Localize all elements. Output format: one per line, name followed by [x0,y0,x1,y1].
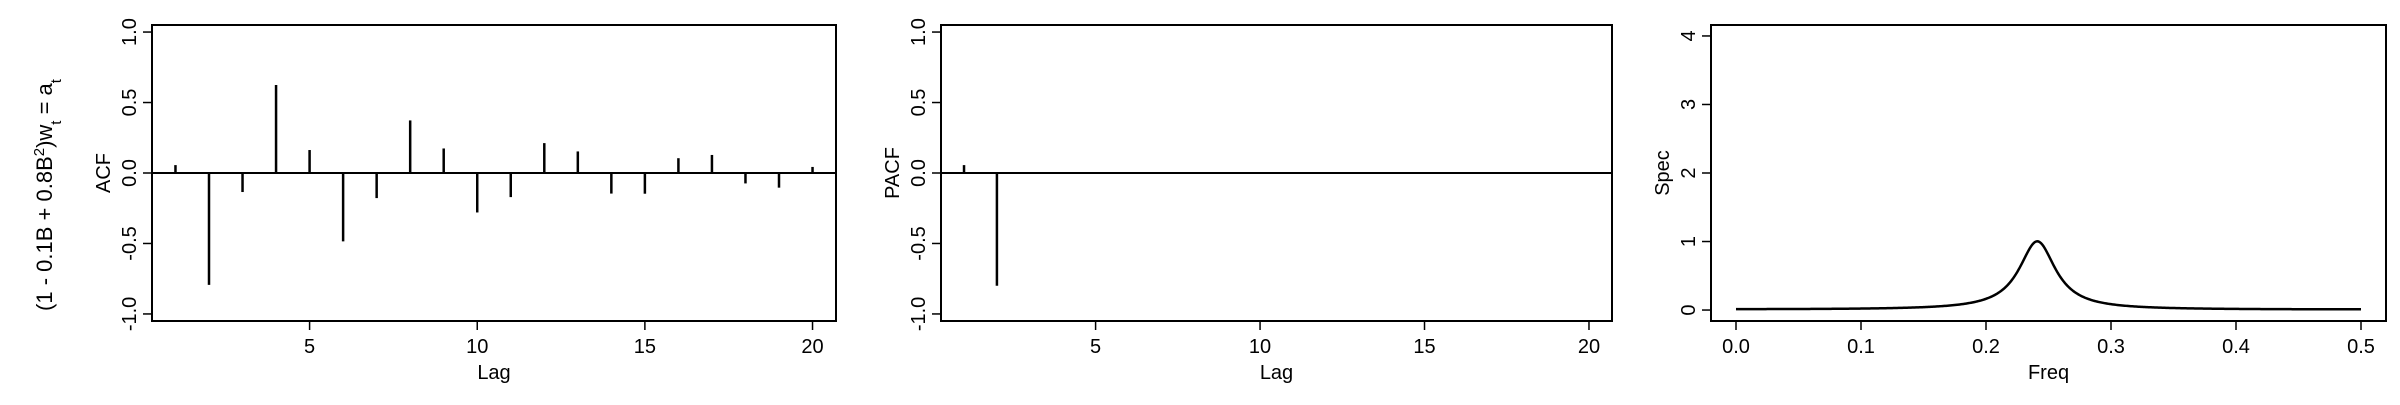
x-axis-label: Lag [1260,362,1293,384]
y-tick-label: 0.0 [119,159,141,187]
y-tick-label: 0.5 [119,89,141,117]
y-tick-label: -0.5 [119,226,141,260]
x-tick-label: 0.2 [1972,336,2000,358]
y-tick-label: 3 [1678,99,1700,110]
x-tick-label: 0.5 [2347,336,2375,358]
x-tick-label: 0.1 [1847,336,1875,358]
x-tick-label: 20 [1578,336,1600,358]
y-tick-label: 1.0 [908,18,930,46]
y-tick-label: -0.5 [908,226,930,260]
x-tick-label: 20 [801,336,823,358]
x-tick-label: 0.0 [1722,336,1750,358]
y-tick-label: 0.0 [908,159,930,187]
y-tick-label: 4 [1678,30,1700,41]
equation-subscript-2: t [48,78,65,83]
y-axis-label: PACF [882,147,904,199]
plot-frame [1710,24,2387,322]
equation-equals: = a [32,82,57,120]
y-tick-label: -1.0 [119,297,141,331]
x-tick-label: 15 [634,336,656,358]
x-tick-label: 10 [1249,336,1271,358]
y-axis-label: ACF [93,153,115,193]
pacf-panel: 5 10 15 20 -1.0 -0.5 0.0 0.5 1.0 Lag PACF [882,18,1613,384]
x-tick-label: 0.4 [2222,336,2250,358]
model-equation-label: (1 - 0.1B + 0.8B2)wt = at [31,78,65,311]
spectrum-panel: 0.0 0.1 0.2 0.3 0.4 0.5 0 1 2 3 4 Freq Spec [1652,24,2387,384]
y-tick-label: 0.5 [908,89,930,117]
equation-subscript: t [48,120,65,125]
x-tick-label: 15 [1413,336,1435,358]
x-tick-label: 0.3 [2097,336,2125,358]
spectrum-curve [1736,240,2361,311]
equation-prefix: (1 - 0.1B + 0.8B [32,156,57,311]
equation-superscript: 2 [31,148,48,156]
x-tick-label: 10 [466,336,488,358]
y-tick-label: 2 [1678,167,1700,178]
y-tick-label: 0 [1678,304,1700,315]
y-tick-label: -1.0 [908,297,930,331]
y-tick-label: 1 [1678,236,1700,247]
x-tick-label: 5 [304,336,315,358]
acf-panel: 5 10 15 20 -1.0 -0.5 0.0 0.5 1.0 Lag ACF [93,18,837,384]
y-axis-label: Spec [1652,150,1674,196]
y-tick-label: 1.0 [119,18,141,46]
equation-mid: )w [32,125,57,148]
x-axis-label: Freq [2028,362,2069,384]
x-tick-label: 5 [1090,336,1101,358]
x-axis-label: Lag [477,362,510,384]
